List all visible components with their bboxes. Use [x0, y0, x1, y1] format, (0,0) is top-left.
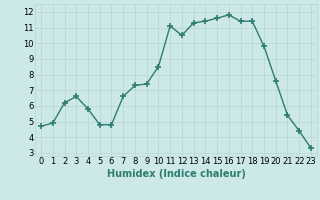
X-axis label: Humidex (Indice chaleur): Humidex (Indice chaleur) [107, 169, 245, 179]
